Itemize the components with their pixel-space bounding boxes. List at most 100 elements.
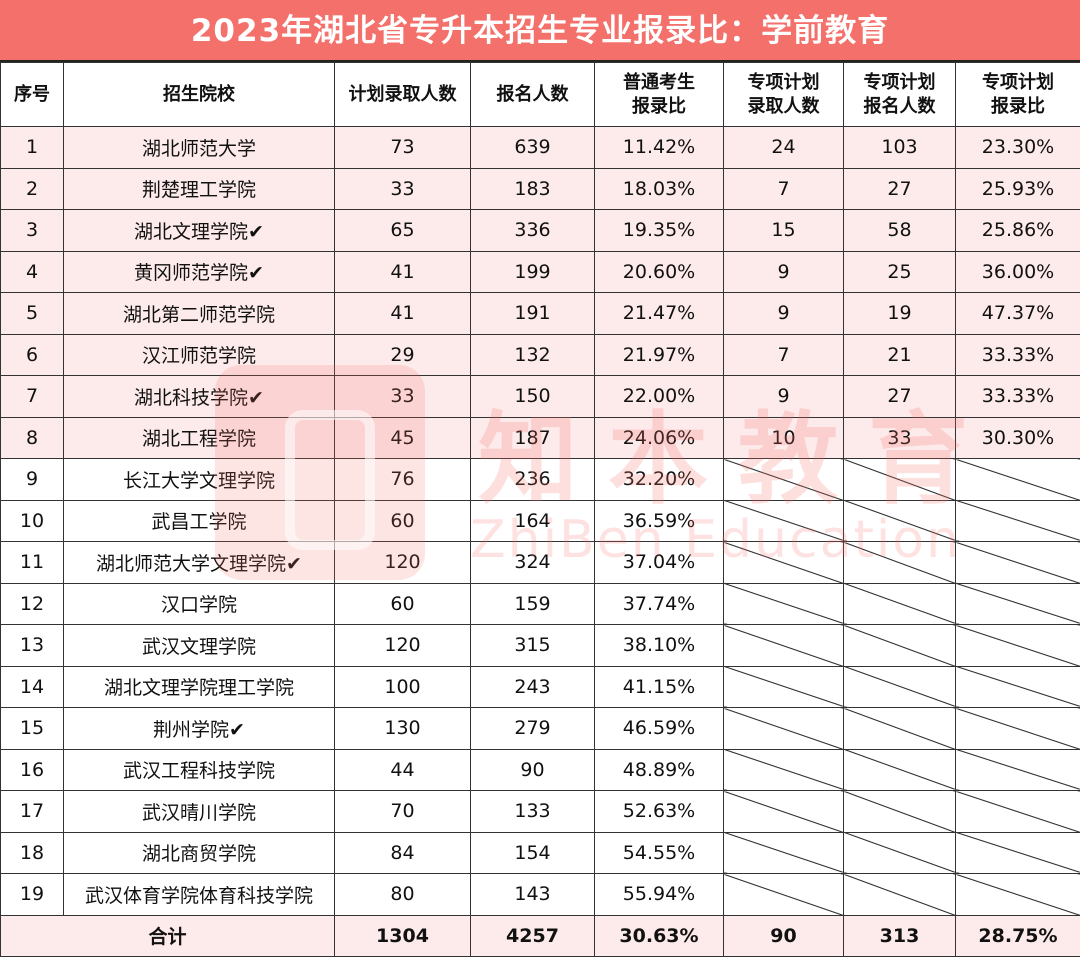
cell-no: 13	[0, 624, 64, 667]
school-name: 湖北科技学院	[134, 386, 249, 409]
table-row: 10 武昌工学院 60 164 36.59%	[0, 499, 1080, 542]
header-ratio: 普通考生 报录比	[594, 62, 724, 127]
cell-applicants: 199	[470, 250, 595, 293]
cell-special-plan: 9	[723, 292, 844, 335]
cell-applicants: 154	[470, 831, 595, 874]
cell-special-plan-empty	[723, 707, 844, 750]
cell-ratio: 22.00%	[594, 375, 724, 418]
total-sp-plan: 90	[723, 914, 844, 957]
cell-no: 2	[0, 167, 64, 210]
cell-plan: 70	[334, 790, 471, 833]
cell-special-ratio-empty	[955, 831, 1080, 874]
header-special-ratio: 专项计划 报录比	[955, 62, 1080, 127]
cell-special-applicants: 33	[843, 416, 956, 459]
cell-special-applicants-empty	[843, 748, 956, 791]
table-row: 16 武汉工程科技学院 44 90 48.89%	[0, 748, 1080, 791]
total-sp-ratio: 28.75%	[955, 914, 1080, 957]
cell-special-ratio-empty	[955, 748, 1080, 791]
cell-plan: 60	[334, 582, 471, 625]
checkmark-icon: ✔	[248, 386, 264, 409]
cell-applicants: 150	[470, 375, 595, 418]
cell-applicants: 324	[470, 541, 595, 584]
cell-plan: 120	[334, 541, 471, 584]
cell-ratio: 20.60%	[594, 250, 724, 293]
cell-special-plan: 10	[723, 416, 844, 459]
cell-no: 9	[0, 458, 64, 501]
total-sp-app: 313	[843, 914, 956, 957]
cell-school: 汉江师范学院	[63, 333, 335, 376]
cell-applicants: 236	[470, 458, 595, 501]
cell-special-plan-empty	[723, 624, 844, 667]
cell-applicants: 315	[470, 624, 595, 667]
cell-ratio: 46.59%	[594, 707, 724, 750]
cell-applicants: 133	[470, 790, 595, 833]
cell-no: 6	[0, 333, 64, 376]
cell-applicants: 143	[470, 873, 595, 916]
cell-no: 7	[0, 375, 64, 418]
cell-no: 11	[0, 541, 64, 584]
cell-special-ratio-empty	[955, 624, 1080, 667]
cell-no: 12	[0, 582, 64, 625]
cell-special-plan: 9	[723, 250, 844, 293]
cell-special-plan-empty	[723, 790, 844, 833]
cell-special-applicants: 21	[843, 333, 956, 376]
school-name: 长江大学文理学院	[122, 469, 275, 492]
cell-school: 湖北文理学院✔	[63, 209, 335, 252]
cell-ratio: 55.94%	[594, 873, 724, 916]
school-name: 荆州学院	[153, 718, 230, 741]
table-row: 19 武汉体育学院体育科技学院 80 143 55.94%	[0, 873, 1080, 916]
total-row: 合计 1304 4257 30.63% 90 313 28.75%	[0, 914, 1080, 957]
cell-ratio: 48.89%	[594, 748, 724, 791]
cell-special-applicants-empty	[843, 873, 956, 916]
cell-plan: 84	[334, 831, 471, 874]
cell-special-plan-empty	[723, 665, 844, 708]
cell-ratio: 18.03%	[594, 167, 724, 210]
cell-special-plan: 24	[723, 126, 844, 169]
cell-ratio: 41.15%	[594, 665, 724, 708]
cell-plan: 76	[334, 458, 471, 501]
cell-special-ratio-empty	[955, 582, 1080, 625]
cell-school: 长江大学文理学院	[63, 458, 335, 501]
school-name: 湖北文理学院	[134, 220, 249, 243]
cell-special-ratio: 25.86%	[955, 209, 1080, 252]
school-name: 汉口学院	[160, 594, 237, 617]
cell-no: 10	[0, 499, 64, 542]
school-name: 湖北师范大学文理学院	[96, 552, 287, 575]
school-name: 湖北商贸学院	[141, 843, 256, 866]
cell-special-ratio: 36.00%	[955, 250, 1080, 293]
cell-school: 湖北科技学院✔	[63, 375, 335, 418]
table-row: 15 荆州学院✔ 130 279 46.59%	[0, 707, 1080, 750]
cell-special-ratio-empty	[955, 707, 1080, 750]
cell-special-ratio: 33.33%	[955, 333, 1080, 376]
cell-special-ratio: 30.30%	[955, 416, 1080, 459]
cell-school: 荆州学院✔	[63, 707, 335, 750]
cell-plan: 60	[334, 499, 471, 542]
cell-special-ratio-empty	[955, 790, 1080, 833]
cell-applicants: 639	[470, 126, 595, 169]
cell-special-plan: 7	[723, 333, 844, 376]
cell-special-plan-empty	[723, 748, 844, 791]
total-applicants: 4257	[470, 914, 595, 957]
table-row: 11 湖北师范大学文理学院✔ 120 324 37.04%	[0, 541, 1080, 584]
cell-special-applicants: 25	[843, 250, 956, 293]
cell-applicants: 159	[470, 582, 595, 625]
cell-no: 15	[0, 707, 64, 750]
table-row: 3 湖北文理学院✔ 65 336 19.35% 15 58 25.86%	[0, 209, 1080, 252]
cell-special-applicants-empty	[843, 624, 956, 667]
school-name: 汉江师范学院	[141, 345, 256, 368]
table-row: 12 汉口学院 60 159 37.74%	[0, 582, 1080, 625]
cell-no: 19	[0, 873, 64, 916]
school-name: 荆楚理工学院	[141, 179, 256, 202]
cell-plan: 100	[334, 665, 471, 708]
school-name: 武汉体育学院体育科技学院	[84, 884, 313, 907]
table-row: 14 湖北文理学院理工学院 100 243 41.15%	[0, 665, 1080, 708]
cell-plan: 44	[334, 748, 471, 791]
cell-plan: 41	[334, 250, 471, 293]
cell-special-ratio: 47.37%	[955, 292, 1080, 335]
admission-ratio-table: 序号 招生院校 计划录取人数 报名人数 普通考生 报录比 专项计划 录取人数 专项计…	[0, 62, 1080, 957]
cell-no: 18	[0, 831, 64, 874]
header-school: 招生院校	[63, 62, 335, 127]
cell-special-applicants: 27	[843, 375, 956, 418]
cell-ratio: 37.74%	[594, 582, 724, 625]
cell-school: 湖北工程学院	[63, 416, 335, 459]
